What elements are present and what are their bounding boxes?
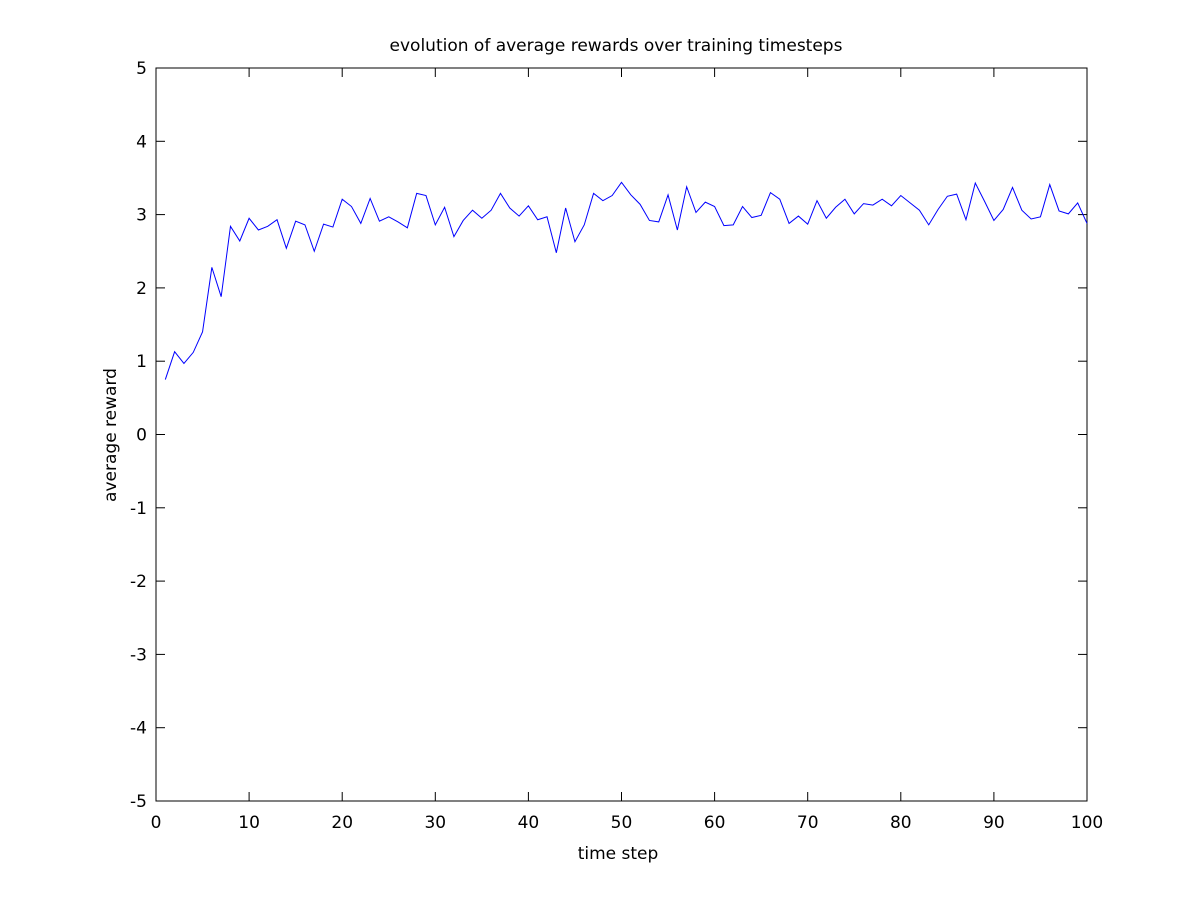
x-tick-label: 100 bbox=[1071, 813, 1103, 833]
y-axis-ticks: -5 -4 -3 -2 -1 0 1 2 3 4 5 bbox=[130, 59, 1087, 812]
y-tick-label: -2 bbox=[130, 572, 147, 592]
y-tick-label: -3 bbox=[130, 645, 147, 665]
x-tick-label: 10 bbox=[238, 813, 260, 833]
x-tick-label: 80 bbox=[890, 813, 912, 833]
x-axis-ticks: 0 10 20 30 40 50 60 70 80 90 100 bbox=[151, 68, 1103, 833]
x-tick-label: 50 bbox=[611, 813, 633, 833]
y-axis-label: average reward bbox=[101, 368, 121, 502]
x-tick-label: 60 bbox=[704, 813, 726, 833]
plot-area bbox=[155, 67, 1088, 802]
y-tick-label: 0 bbox=[136, 426, 147, 446]
chart-title: evolution of average rewards over traini… bbox=[390, 36, 843, 56]
x-tick-label: 30 bbox=[424, 813, 446, 833]
x-tick-label: 20 bbox=[331, 813, 353, 833]
y-tick-label: 3 bbox=[136, 206, 147, 226]
y-tick-label: 1 bbox=[136, 352, 147, 372]
x-axis-label: time step bbox=[578, 844, 659, 864]
x-tick-label: 70 bbox=[797, 813, 819, 833]
y-tick-label: -1 bbox=[130, 499, 147, 519]
y-tick-label: 5 bbox=[136, 59, 147, 79]
y-tick-label: -5 bbox=[130, 792, 147, 812]
series-line bbox=[164, 181, 1088, 380]
x-tick-label: 0 bbox=[151, 813, 162, 833]
y-tick-label: 2 bbox=[136, 279, 147, 299]
x-tick-label: 90 bbox=[983, 813, 1005, 833]
y-tick-label: 4 bbox=[136, 132, 147, 152]
x-tick-label: 40 bbox=[518, 813, 540, 833]
y-tick-label: -4 bbox=[130, 719, 147, 739]
